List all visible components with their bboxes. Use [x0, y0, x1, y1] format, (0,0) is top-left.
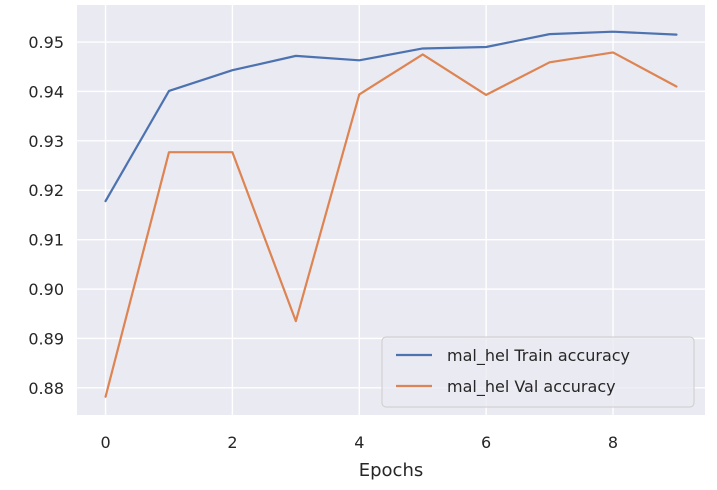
y-tick-label: 0.93 [28, 132, 64, 151]
series-line-val-accuracy [104, 51, 678, 398]
y-tick-label: 0.94 [28, 82, 64, 101]
y-tick-label: 0.90 [28, 280, 64, 299]
y-tick-label: 0.89 [28, 329, 64, 348]
x-tick-labels: 0 2 4 6 8 [100, 433, 618, 452]
legend-label: mal_hel Val accuracy [447, 377, 616, 397]
legend-label: mal_hel Train accuracy [447, 346, 630, 366]
y-tick-labels: 0.88 0.89 0.90 0.91 0.92 0.93 0.94 0.95 [28, 33, 64, 398]
y-tick-label: 0.91 [28, 231, 64, 250]
legend-box [381, 336, 695, 408]
y-tick-label: 0.88 [28, 379, 64, 398]
series-line-train-accuracy [104, 30, 678, 203]
x-tick-label: 8 [608, 433, 618, 452]
x-tick-label: 4 [354, 433, 364, 452]
x-tick-label: 2 [227, 433, 237, 452]
y-tick-label: 0.95 [28, 33, 64, 52]
x-tick-label: 0 [100, 433, 110, 452]
legend: mal_hel Train accuracy mal_hel Val accura… [381, 336, 695, 408]
x-axis-title: Epochs [359, 460, 424, 481]
x-tick-label: 6 [481, 433, 491, 452]
y-tick-label: 0.92 [28, 181, 64, 200]
series-lines [104, 30, 678, 398]
